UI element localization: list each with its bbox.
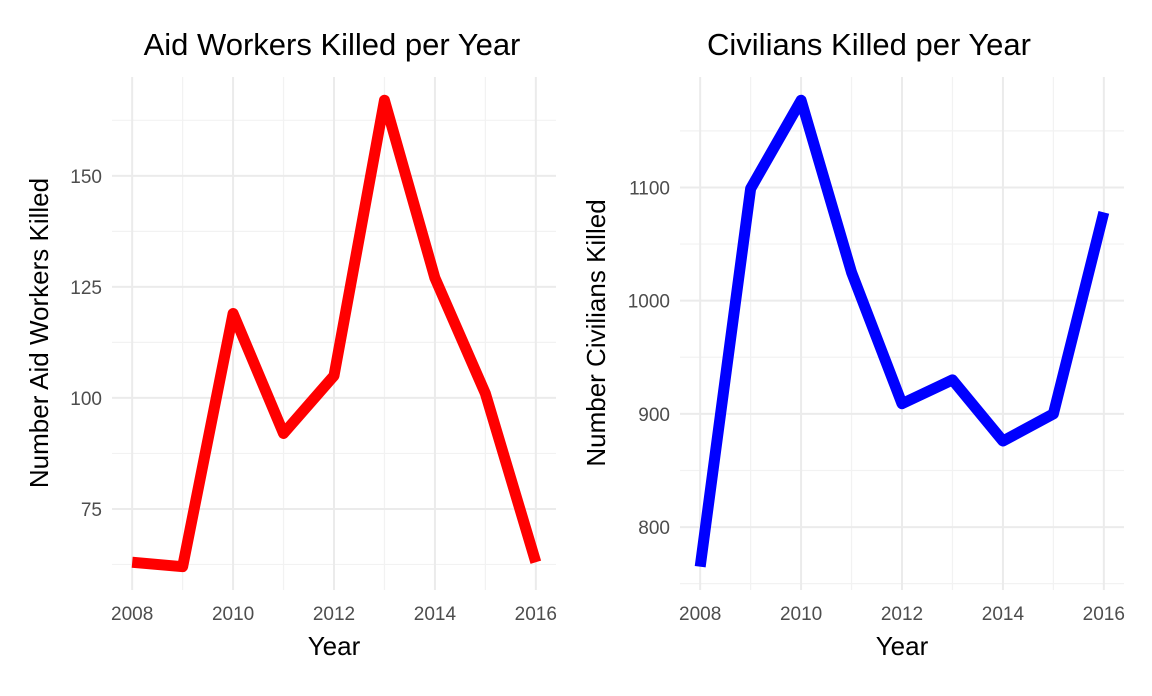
y-tick-label: 900 bbox=[638, 405, 670, 426]
series-line-1 bbox=[694, 94, 1110, 568]
y-axis-label: Number Civilians Killed bbox=[581, 199, 611, 466]
chart-title: Aid Workers Killed per Year bbox=[144, 27, 521, 62]
y-axis-label: Number Aid Workers Killed bbox=[24, 178, 54, 488]
chart-panel-2: 2008 2010 2012 2014 2016 800 900 1000 1100 Civili… bbox=[581, 27, 1125, 661]
y-tick-label: 1100 bbox=[629, 178, 670, 199]
x-tick-label: 2010 bbox=[212, 604, 254, 625]
chart-title: Civilians Killed per Year bbox=[707, 27, 1031, 62]
x-tick-label: 2012 bbox=[881, 604, 923, 625]
x-tick-label: 2008 bbox=[111, 604, 153, 625]
series-line-1 bbox=[131, 94, 542, 573]
x-tick-label: 2008 bbox=[679, 604, 721, 625]
y-tick-label: 150 bbox=[70, 167, 102, 188]
x-axis-label: Year bbox=[308, 631, 361, 661]
x-axis-label: Year bbox=[876, 631, 929, 661]
x-tick-label: 2016 bbox=[1083, 604, 1125, 625]
y-tick-label: 1000 bbox=[628, 292, 670, 313]
x-tick-label: 2014 bbox=[982, 604, 1025, 625]
x-tick-label: 2010 bbox=[780, 604, 822, 625]
x-tick-label: 2014 bbox=[414, 604, 457, 625]
y-tick-label: 800 bbox=[638, 518, 670, 539]
y-tick-label: 75 bbox=[81, 500, 102, 521]
y-tick-label: 125 bbox=[70, 278, 102, 299]
y-tick-label: 100 bbox=[70, 389, 102, 410]
chart-panel-1: 2008 2010 2012 2014 2016 75 100 125 150 Aid Worke… bbox=[24, 27, 557, 661]
x-tick-label: 2016 bbox=[515, 604, 557, 625]
x-tick-label: 2012 bbox=[313, 604, 355, 625]
